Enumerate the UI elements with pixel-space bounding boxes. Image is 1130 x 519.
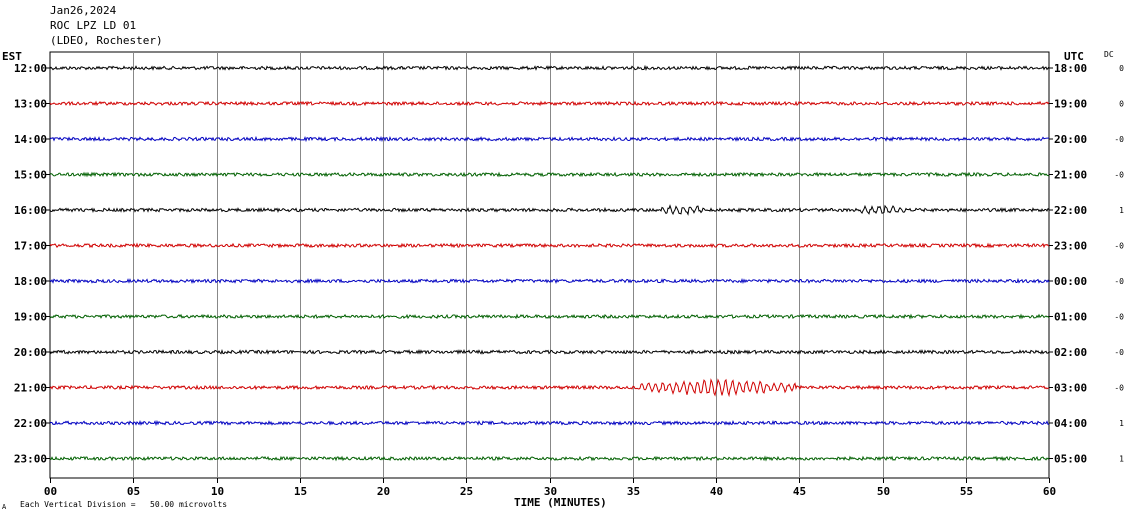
seismic-trace — [49, 349, 1050, 355]
dc-value: -0 — [1114, 135, 1124, 144]
seismic-trace — [49, 204, 1050, 216]
x-tick-label: 20 — [377, 485, 390, 498]
header-date: Jan26,2024 — [50, 4, 117, 17]
dc-value: 1 — [1119, 419, 1124, 428]
x-tick-label: 10 — [211, 485, 224, 498]
utc-time-label: 22:00 — [1054, 204, 1087, 217]
plot-frame — [49, 51, 1050, 479]
utc-time-label: 19:00 — [1054, 98, 1087, 111]
header-station: ROC LPZ LD 01 — [50, 19, 137, 32]
est-time-label: 15:00 — [14, 169, 47, 182]
utc-time-label: 02:00 — [1054, 346, 1087, 359]
utc-time-label: 05:00 — [1054, 453, 1087, 466]
est-time-label: 16:00 — [14, 204, 47, 217]
utc-time-label: 01:00 — [1054, 311, 1087, 324]
est-time-label: 13:00 — [14, 98, 47, 111]
x-tick-label: 40 — [710, 485, 723, 498]
dc-label: DC — [1104, 50, 1114, 59]
dc-value: 0 — [1119, 64, 1124, 73]
dc-value: -0 — [1114, 242, 1124, 251]
seismic-trace — [49, 277, 1050, 285]
seismic-trace — [49, 419, 1050, 427]
x-tick-label: 55 — [960, 485, 973, 498]
seismic-trace — [49, 171, 1050, 178]
utc-time-label: 00:00 — [1054, 275, 1087, 288]
utc-time-label: 03:00 — [1054, 382, 1087, 395]
seismic-trace — [49, 64, 1050, 72]
est-time-label: 17:00 — [14, 240, 47, 253]
x-tick-label: 05 — [127, 485, 140, 498]
est-label: EST — [2, 50, 22, 63]
x-tick-label: 15 — [294, 485, 307, 498]
utc-label: UTC — [1064, 50, 1084, 63]
traces — [49, 64, 1050, 462]
x-axis-title: TIME (MINUTES) — [514, 496, 607, 509]
utc-time-label: 21:00 — [1054, 169, 1087, 182]
est-time-label: 19:00 — [14, 311, 47, 324]
seismic-trace — [49, 455, 1050, 462]
dc-value: -0 — [1114, 384, 1124, 393]
utc-time-label: 04:00 — [1054, 417, 1087, 430]
est-time-label: 21:00 — [14, 382, 47, 395]
dc-value: 1 — [1119, 455, 1124, 464]
utc-time-label: 23:00 — [1054, 240, 1087, 253]
est-time-label: 23:00 — [14, 453, 47, 466]
seismic-trace — [49, 135, 1050, 143]
dc-value: -0 — [1114, 171, 1124, 180]
x-tick-label: 35 — [627, 485, 640, 498]
footer-mark: A — [2, 503, 7, 511]
x-tick-label: 50 — [877, 485, 890, 498]
est-time-label: 14:00 — [14, 133, 47, 146]
dc-value: -0 — [1114, 313, 1124, 322]
utc-time-label: 20:00 — [1054, 133, 1087, 146]
seismic-trace — [49, 378, 1050, 398]
dc-value: -0 — [1114, 348, 1124, 357]
utc-time-label: 18:00 — [1054, 62, 1087, 75]
dc-value: 1 — [1119, 206, 1124, 215]
seismic-trace — [49, 313, 1050, 320]
x-tick-label: 45 — [793, 485, 806, 498]
seismic-trace — [49, 100, 1050, 107]
division-note: Each Vertical Division = 50.00 microvolt… — [20, 500, 228, 509]
x-tick-label: 30 — [544, 485, 557, 498]
grid-lines — [46, 51, 1053, 483]
dc-value: -0 — [1114, 277, 1124, 286]
x-tick-label: 25 — [460, 485, 473, 498]
x-tick-label: 60 — [1043, 485, 1056, 498]
est-time-label: 22:00 — [14, 417, 47, 430]
x-tick-label: 00 — [44, 485, 57, 498]
est-time-label: 20:00 — [14, 346, 47, 359]
header-network: (LDEO, Rochester) — [50, 34, 163, 47]
dc-value: 0 — [1119, 100, 1124, 109]
seismic-trace — [49, 242, 1050, 249]
est-time-label: 18:00 — [14, 275, 47, 288]
est-time-label: 12:00 — [14, 62, 47, 75]
